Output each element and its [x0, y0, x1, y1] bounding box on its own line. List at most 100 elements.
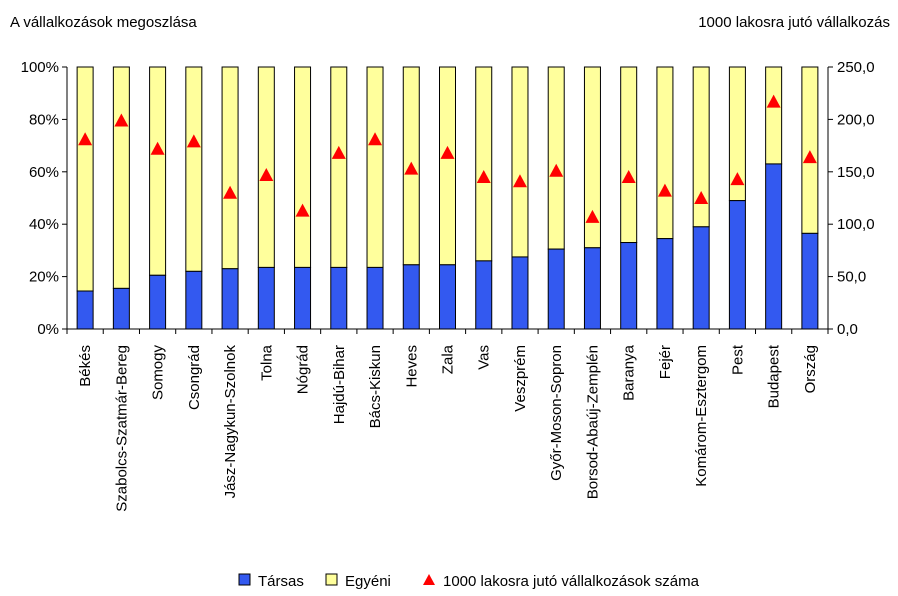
marker-density-14 [585, 209, 600, 223]
left-axis-title: A vállalkozások megoszlása [10, 14, 197, 31]
marker-density-1 [114, 113, 129, 127]
left-tick-label: 40% [29, 216, 59, 233]
x-tick-label: Nógrád [295, 345, 312, 394]
right-tick-label: 100,0 [837, 216, 875, 233]
marker-density-15 [621, 170, 636, 184]
x-tick-label: Békés [77, 345, 94, 387]
legend-density-marker [423, 574, 435, 585]
x-tick-label: Csongrád [186, 345, 203, 410]
bar-tarsas-4 [221, 268, 239, 330]
right-tick-label: 200,0 [837, 111, 875, 128]
marker-density-0 [78, 132, 93, 146]
bar-egyeni-3 [185, 66, 203, 272]
bar-egyeni-8 [366, 66, 384, 268]
left-tick-label: 20% [29, 269, 59, 286]
marker-density-5 [259, 167, 274, 181]
bar-egyeni-1 [112, 66, 130, 289]
bar-egyeni-11 [475, 66, 493, 262]
x-tick-label: Somogy [150, 345, 167, 401]
bar-tarsas-0 [76, 290, 94, 330]
x-tick-label: Baranya [621, 344, 638, 401]
x-tick-label: Vas [476, 345, 493, 370]
bar-tarsas-6 [294, 266, 312, 330]
marker-density-9 [404, 161, 419, 175]
bar-tarsas-16 [656, 238, 674, 330]
right-tick-label: 250,0 [837, 59, 875, 76]
x-tick-label: Heves [403, 345, 420, 388]
marker-density-19 [766, 94, 781, 108]
left-tick-label: 100% [21, 59, 59, 76]
marker-density-3 [186, 134, 201, 148]
bar-egyeni-2 [149, 66, 167, 276]
marker-density-7 [331, 145, 346, 159]
bar-tarsas-14 [583, 247, 601, 330]
bar-tarsas-10 [439, 264, 456, 330]
x-tick-label: Fejér [657, 345, 674, 379]
bar-egyeni-15 [620, 66, 638, 244]
x-tick-label: Borsod-Abaúj-Zemplén [584, 345, 601, 499]
x-tick-label: Zala [440, 344, 457, 374]
bar-egyeni-19 [765, 66, 783, 165]
bar-tarsas-18 [728, 200, 746, 330]
bar-egyeni-0 [76, 66, 94, 292]
bar-egyeni-4 [221, 66, 239, 270]
bar-egyeni-7 [330, 66, 348, 268]
bar-egyeni-6 [294, 66, 312, 268]
legend-egyeni-label: Egyéni [345, 573, 391, 590]
marker-density-18 [730, 172, 745, 186]
marker-density-4 [223, 185, 238, 199]
bar-tarsas-9 [402, 264, 420, 330]
marker-density-20 [802, 150, 817, 164]
x-tick-label: Hajdú-Bihar [331, 345, 348, 424]
bar-tarsas-15 [620, 242, 638, 330]
bar-tarsas-1 [112, 287, 130, 330]
right-axis-title: 1000 lakosra jutó vállalkozás [698, 14, 890, 31]
x-tick-label: Bács-Kiskun [367, 345, 384, 428]
right-tick-label: 50,0 [837, 269, 866, 286]
bar-tarsas-8 [366, 266, 384, 330]
marker-density-13 [549, 163, 564, 177]
right-tick-label: 0,0 [837, 321, 858, 338]
x-tick-label: Ország [802, 345, 819, 393]
bar-tarsas-7 [330, 266, 348, 330]
left-tick-label: 80% [29, 111, 59, 128]
right-tick-label: 150,0 [837, 164, 875, 181]
bar-egyeni-5 [257, 66, 275, 268]
legend-density-label: 1000 lakosra jutó vállalkozások száma [443, 573, 700, 590]
x-tick-label: Szabolcs-Szatmár-Bereg [113, 345, 130, 512]
marker-density-6 [295, 203, 310, 217]
bar-tarsas-12 [511, 256, 529, 330]
marker-density-10 [440, 145, 455, 159]
bar-tarsas-11 [475, 260, 493, 330]
bar-tarsas-2 [149, 274, 167, 330]
marker-density-16 [657, 183, 672, 197]
x-tick-label: Győr-Moson-Sopron [548, 345, 565, 481]
left-tick-label: 0% [37, 321, 59, 338]
bar-tarsas-13 [547, 248, 565, 330]
marker-density-8 [368, 132, 383, 146]
marker-density-2 [150, 141, 165, 155]
bar-tarsas-5 [257, 266, 275, 330]
marker-density-17 [694, 191, 709, 204]
bar-egyeni-12 [511, 66, 529, 258]
x-tick-label: Jász-Nagykun-Szolnok [222, 345, 239, 499]
x-tick-label: Komárom-Esztergom [693, 345, 710, 487]
bar-egyeni-13 [547, 66, 565, 250]
x-tick-label: Budapest [766, 344, 783, 408]
x-tick-label: Pest [729, 344, 746, 375]
legend-egyeni-swatch [325, 573, 338, 586]
x-tick-label: Tolna [258, 344, 275, 381]
marker-density-11 [476, 170, 491, 184]
bar-tarsas-3 [185, 270, 203, 330]
bar-tarsas-19 [765, 163, 783, 330]
legend-tarsas-label: Társas [258, 573, 304, 590]
marker-density-12 [512, 174, 527, 188]
left-tick-label: 60% [29, 164, 59, 181]
bar-tarsas-20 [801, 232, 819, 330]
x-tick-label: Veszprém [512, 345, 529, 412]
bar-egyeni-16 [656, 66, 674, 240]
bar-egyeni-10 [439, 66, 456, 266]
legend-tarsas-swatch [238, 573, 251, 586]
bar-tarsas-17 [692, 226, 710, 330]
